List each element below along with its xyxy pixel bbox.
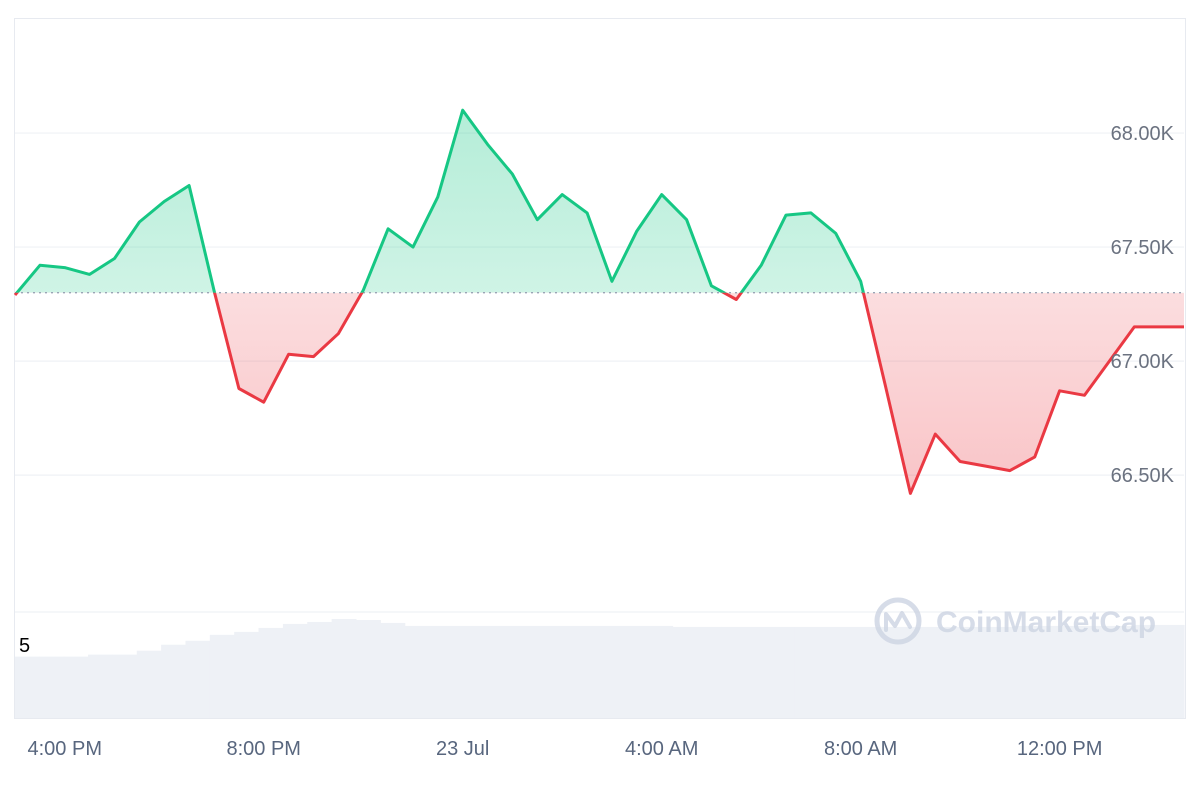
volume-bar: [258, 627, 284, 718]
x-tick-label: 12:00 PM: [1017, 738, 1103, 760]
volume-bar: [1037, 625, 1063, 718]
volume-bar: [477, 625, 503, 718]
volume-bar: [940, 626, 966, 718]
area-fill-down: [15, 292, 1184, 494]
volume-bar: [1135, 624, 1161, 718]
volume-bar: [769, 626, 795, 718]
volume-bar: [209, 634, 235, 718]
volume-bar: [39, 656, 65, 718]
price-area: [15, 110, 1184, 494]
volume-bar: [1086, 625, 1112, 718]
volume-bar: [502, 625, 528, 718]
volume-bar: [648, 625, 674, 718]
price-line[interactable]: [13, 108, 1184, 495]
volume-bar: [112, 654, 138, 718]
y-tick-label: 67.00K: [1111, 351, 1175, 373]
volume-bar: [429, 625, 454, 718]
volume-bar: [526, 625, 552, 718]
price-line-down[interactable]: [13, 110, 1184, 495]
x-tick-label: 8:00 AM: [824, 738, 897, 760]
y-tick-label: 68.00K: [1111, 123, 1175, 145]
y-tick-label: 67.50K: [1111, 237, 1175, 259]
coinmarketcap-logo-icon: [874, 597, 922, 645]
plot-frame: [14, 18, 1186, 719]
volume-bar: [234, 631, 260, 718]
x-tick-label: 8:00 PM: [226, 738, 300, 760]
volume-bar: [550, 625, 576, 718]
volume-bar: [185, 640, 211, 718]
price-line-up[interactable]: [14, 108, 1184, 493]
volume-bar: [1159, 624, 1185, 718]
volume-label: 5: [19, 635, 30, 657]
volume-bar: [818, 626, 844, 718]
x-tick-label: 23 Jul: [436, 738, 489, 760]
area-fill-up: [16, 110, 864, 293]
volume-bar: [1110, 625, 1136, 718]
volume-bar: [331, 619, 357, 718]
volume-bar: [1062, 625, 1088, 718]
y-tick-label: 66.50K: [1111, 465, 1175, 487]
volume-bar: [453, 625, 479, 718]
x-axis-ticks: 4:00 PM 8:00 PM 23 Jul 4:00 AM 8:00 AM 12:00 …: [28, 738, 1103, 760]
watermark-text: CoinMarketCap: [936, 606, 1156, 639]
volume-bar: [307, 621, 333, 718]
volume-bar: [404, 625, 430, 718]
x-tick-label: 4:00 PM: [28, 738, 102, 760]
volume-bar: [745, 626, 771, 718]
volume-bar: [696, 626, 722, 718]
volume-bar: [63, 656, 89, 718]
volume-bar: [794, 626, 820, 718]
volume-bar: [916, 626, 942, 718]
volume-bars: [15, 619, 1185, 718]
volume-bar: [380, 622, 406, 718]
volume-bar: [282, 623, 308, 718]
volume-bar: [355, 619, 381, 718]
watermark: CoinMarketCap: [874, 597, 1156, 645]
volume-bar: [15, 656, 40, 718]
volume-bar: [599, 625, 625, 718]
volume-bar: [623, 625, 649, 718]
volume-bar: [88, 654, 114, 718]
volume-bar: [989, 626, 1015, 718]
volume-bar: [964, 626, 990, 718]
volume-bar: [161, 644, 187, 718]
x-tick-label: 4:00 AM: [625, 738, 698, 760]
volume-bar: [843, 626, 868, 718]
volume-bar: [575, 625, 601, 718]
volume-bar: [721, 626, 747, 718]
y-axis-ticks: 68.00K 67.50K 67.00K 66.50K: [1111, 123, 1175, 487]
volume-bar: [672, 626, 698, 718]
volume-bar: [1013, 625, 1039, 718]
volume-bar: [136, 650, 162, 718]
